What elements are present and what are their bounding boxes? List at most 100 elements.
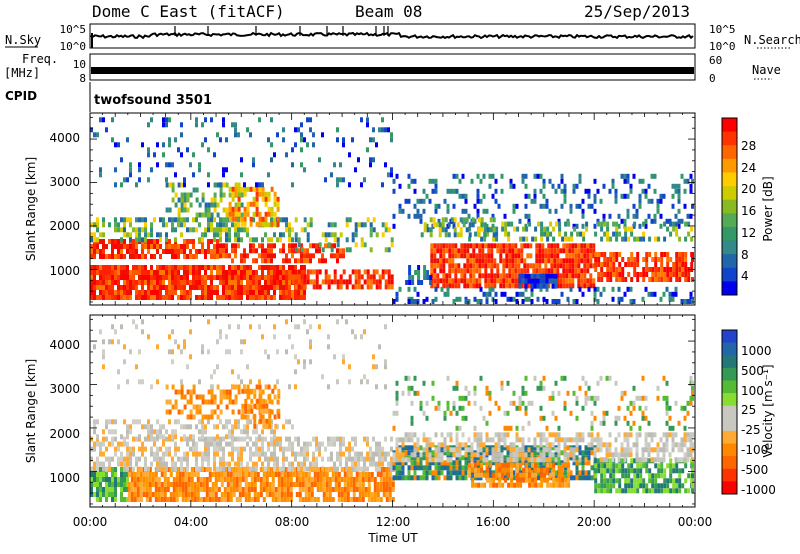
range-cell bbox=[120, 157, 123, 163]
range-cell bbox=[318, 284, 322, 290]
range-cell bbox=[511, 243, 515, 249]
range-cell bbox=[243, 270, 246, 275]
range-cell bbox=[252, 280, 255, 285]
range-cell bbox=[375, 466, 378, 472]
range-cell bbox=[521, 173, 525, 179]
range-cell bbox=[470, 452, 474, 458]
range-cell bbox=[180, 295, 183, 300]
range-cell bbox=[255, 466, 258, 472]
range-cell bbox=[523, 263, 527, 269]
range-cell bbox=[294, 295, 297, 300]
range-cell bbox=[90, 249, 93, 254]
range-cell bbox=[180, 461, 183, 467]
range-cell bbox=[482, 457, 486, 463]
range-cell bbox=[375, 461, 378, 467]
range-cell bbox=[416, 198, 420, 204]
range-cell bbox=[196, 472, 200, 477]
range-cell bbox=[633, 267, 637, 272]
range-cell bbox=[135, 217, 138, 223]
range-cell bbox=[288, 285, 291, 290]
range-cell bbox=[678, 277, 682, 282]
range-cell bbox=[303, 284, 307, 290]
range-cell bbox=[621, 488, 625, 494]
range-cell bbox=[407, 432, 411, 438]
range-cell bbox=[204, 249, 207, 254]
range-cell bbox=[114, 265, 117, 270]
range-cell bbox=[207, 265, 210, 270]
range-cell bbox=[204, 254, 207, 259]
range-cell bbox=[102, 429, 105, 435]
range-cell bbox=[410, 460, 414, 466]
range-cell bbox=[494, 442, 498, 448]
range-cell bbox=[663, 473, 667, 479]
range-cell bbox=[133, 487, 137, 492]
range-cell bbox=[527, 273, 531, 279]
range-cell bbox=[105, 280, 108, 285]
range-cell bbox=[612, 267, 616, 272]
range-cell bbox=[102, 436, 105, 442]
range-cell bbox=[213, 152, 216, 158]
range-cell bbox=[234, 222, 237, 228]
range-cell bbox=[455, 296, 459, 302]
range-cell bbox=[561, 477, 565, 483]
range-cell bbox=[93, 249, 96, 254]
range-cell bbox=[114, 467, 117, 472]
range-cell bbox=[538, 258, 542, 264]
range-cell bbox=[455, 188, 459, 194]
range-cell bbox=[165, 461, 168, 467]
range-cell bbox=[277, 388, 281, 394]
range-cell bbox=[123, 254, 126, 259]
range-cell bbox=[171, 162, 174, 168]
range-cell bbox=[559, 248, 563, 254]
range-cell bbox=[603, 463, 607, 469]
range-cell bbox=[490, 258, 494, 264]
range-cell bbox=[204, 441, 207, 447]
range-cell bbox=[126, 424, 129, 430]
range-cell bbox=[565, 258, 569, 264]
range-cell bbox=[491, 460, 495, 466]
range-cell bbox=[201, 285, 204, 290]
range-cell bbox=[582, 236, 586, 242]
range-cell bbox=[135, 419, 138, 425]
range-cell bbox=[96, 441, 99, 447]
range-cell bbox=[515, 291, 519, 297]
range-cell bbox=[312, 456, 315, 462]
range-cell bbox=[117, 290, 120, 295]
range-cell bbox=[431, 460, 435, 466]
range-cell bbox=[270, 419, 273, 425]
range-cell bbox=[237, 290, 240, 295]
range-cell bbox=[454, 253, 458, 259]
range-cell bbox=[440, 457, 444, 463]
range-cell bbox=[123, 295, 126, 300]
range-cell bbox=[559, 263, 563, 269]
range-cell bbox=[213, 192, 217, 198]
range-cell bbox=[96, 132, 99, 138]
range-cell bbox=[253, 413, 257, 419]
range-cell bbox=[686, 213, 690, 219]
range-cell bbox=[366, 122, 369, 128]
range-cell bbox=[90, 482, 93, 487]
range-cell bbox=[429, 275, 433, 280]
range-cell bbox=[231, 275, 234, 280]
range-cell bbox=[433, 258, 437, 264]
range-cell bbox=[609, 252, 613, 257]
range-cell bbox=[684, 221, 688, 227]
range-cell bbox=[554, 208, 558, 214]
range-cell bbox=[273, 232, 276, 238]
range-cell bbox=[271, 388, 275, 394]
range-cell bbox=[510, 482, 514, 488]
range-cell bbox=[105, 482, 108, 487]
range-cell bbox=[573, 226, 577, 232]
range-cell bbox=[476, 173, 480, 179]
range-cell bbox=[174, 399, 178, 405]
range-cell bbox=[578, 470, 582, 476]
range-cell bbox=[345, 279, 349, 285]
range-cell bbox=[120, 456, 123, 462]
range-cell bbox=[334, 477, 338, 482]
range-cell bbox=[363, 461, 366, 467]
range-cell bbox=[651, 267, 655, 272]
range-cell bbox=[390, 274, 394, 280]
range-cell bbox=[533, 442, 537, 448]
range-cell bbox=[105, 285, 108, 290]
range-cell bbox=[663, 252, 667, 257]
